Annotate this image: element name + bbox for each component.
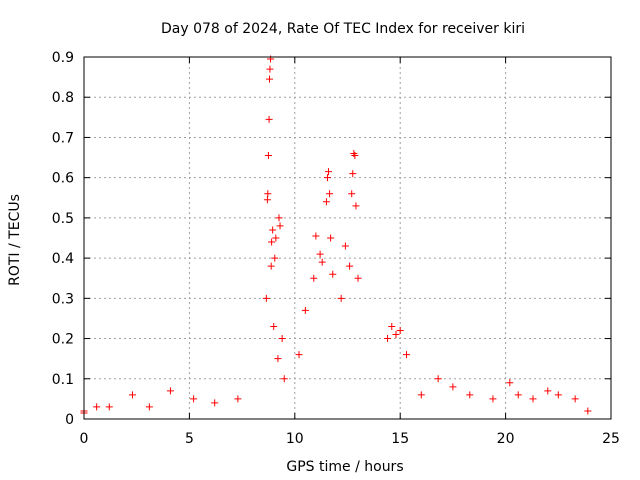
data-point [301,306,309,314]
data-point [272,234,280,242]
data-point [388,322,396,330]
data-point [264,152,272,160]
data-point [506,379,514,387]
data-point [396,327,404,335]
data-point [128,391,136,399]
data-point [267,262,275,270]
data-point [544,387,552,395]
data-point [323,174,331,182]
y-tick-label: 0.6 [52,171,74,187]
data-point [280,375,288,383]
data-point [145,403,153,411]
y-tick-label: 0.3 [52,291,74,307]
x-tick-label: 20 [497,431,515,447]
data-point [403,351,411,359]
data-point [449,383,457,391]
data-point [337,294,345,302]
data-point [264,190,272,198]
axis-ticks: 0 0.1 0.2 0.3 0.4 0.5 0.6 0.7 0.8 0.9 0 5 10 15 20 25 [52,50,620,447]
data-point [571,395,579,403]
data-point [327,234,335,242]
data-point [466,391,474,399]
data-point [322,198,330,206]
data-point [318,258,326,266]
data-point [384,335,392,343]
data-point [276,222,284,230]
x-axis-label: GPS time / hours [286,459,403,475]
data-point [270,322,278,330]
data-point [312,232,320,240]
y-tick-label: 0.8 [52,90,74,106]
data-point [326,190,334,198]
data-points [80,55,592,417]
data-point [325,168,333,176]
data-point [346,262,354,270]
data-point [234,395,242,403]
data-point [584,407,592,415]
data-point [329,270,337,278]
data-point [265,115,273,123]
data-point [263,196,271,204]
data-point [310,274,318,282]
data-point [268,238,276,246]
data-point [211,399,219,407]
data-point [514,391,522,399]
data-point [262,294,270,302]
data-point [434,375,442,383]
y-tick-label: 0.4 [52,251,74,267]
y-tick-label: 0.1 [52,372,74,388]
x-tick-label: 0 [80,431,89,447]
data-point [554,391,562,399]
data-point [271,254,279,262]
y-tick-label: 0.7 [52,130,74,146]
data-point [278,335,286,343]
data-point [269,226,277,234]
y-tick-label: 0.9 [52,50,74,66]
data-point [352,202,360,210]
data-point [93,403,101,411]
data-point [354,274,362,282]
data-point [266,75,274,83]
data-point [295,351,303,359]
data-point [190,395,198,403]
data-point [392,331,400,339]
chart-title: Day 078 of 2024, Rate Of TEC Index for r… [161,21,525,37]
data-point [274,355,282,363]
grid-lines [84,57,611,419]
data-point [105,403,113,411]
y-tick-label: 0.2 [52,332,74,348]
x-tick-label: 25 [602,431,620,447]
x-tick-label: 15 [391,431,409,447]
data-point [275,214,283,222]
data-point [266,65,274,73]
y-tick-label: 0 [65,412,74,428]
data-point [166,387,174,395]
data-point [341,242,349,250]
y-tick-label: 0.5 [52,211,74,227]
data-point [529,395,537,403]
plot-frame [83,56,612,420]
data-point [348,190,356,198]
data-point [417,391,425,399]
data-point [316,250,324,258]
data-point [349,170,357,178]
x-tick-label: 5 [185,431,194,447]
data-point [489,395,497,403]
x-tick-label: 10 [286,431,304,447]
y-axis-label: ROTI / TECUs [7,194,23,286]
data-point [351,152,359,160]
